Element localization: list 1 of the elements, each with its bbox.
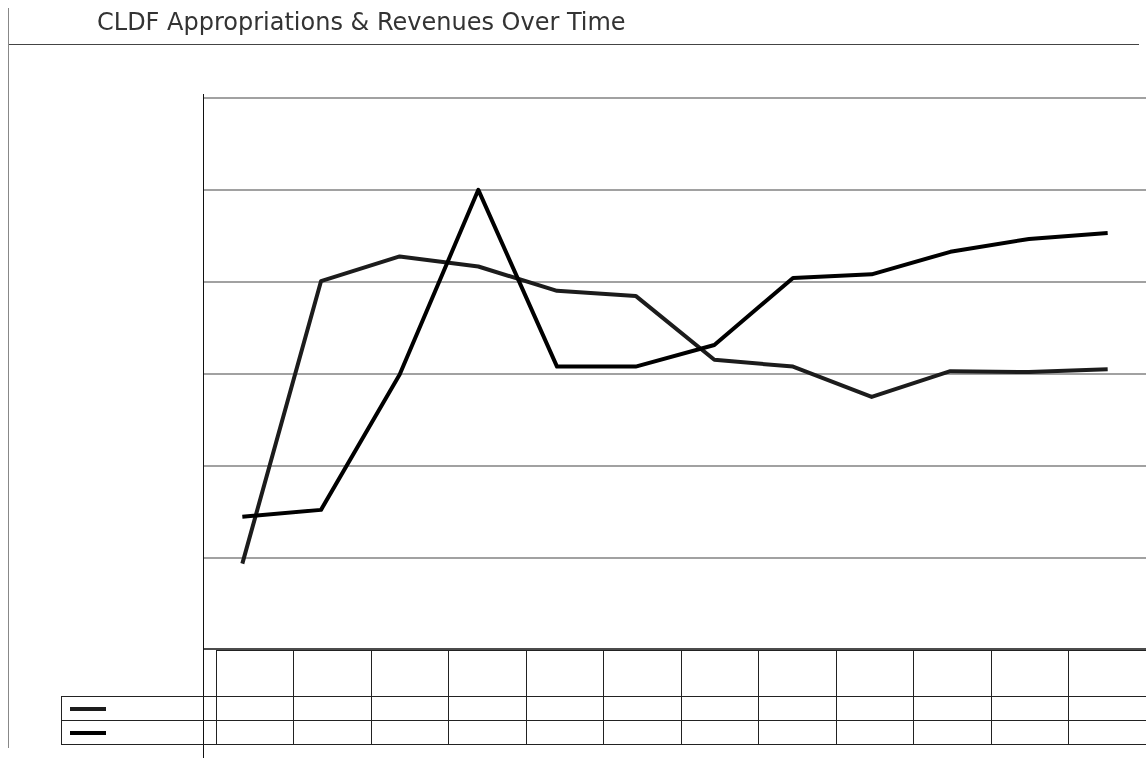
chart-title: CLDF Appropriations & Revenues Over Time — [97, 8, 626, 36]
